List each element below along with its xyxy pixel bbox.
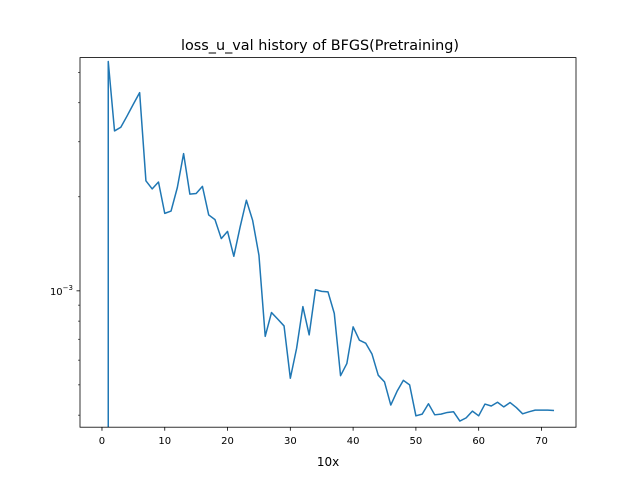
chart-title: loss_u_val history of BFGS(Pretraining) (181, 38, 459, 54)
y-axis: 10−3 (50, 72, 80, 416)
series-line (107, 60, 555, 428)
x-axis: 0 10 20 30 40 50 60 70 (99, 427, 548, 447)
x-tick-label: 0 (99, 436, 105, 447)
x-tick-label: 50 (410, 436, 423, 447)
plot-line-group (107, 60, 555, 428)
x-tick-label: 30 (284, 436, 297, 447)
x-tick-label: 70 (535, 436, 548, 447)
x-tick-label: 10 (158, 436, 171, 447)
x-tick-label: 40 (347, 436, 360, 447)
x-axis-label: 10x (317, 455, 339, 469)
x-tick-label: 20 (221, 436, 234, 447)
x-tick-label: 60 (472, 436, 485, 447)
y-tick-label: 10−3 (50, 284, 73, 298)
plot-frame (79, 57, 577, 428)
